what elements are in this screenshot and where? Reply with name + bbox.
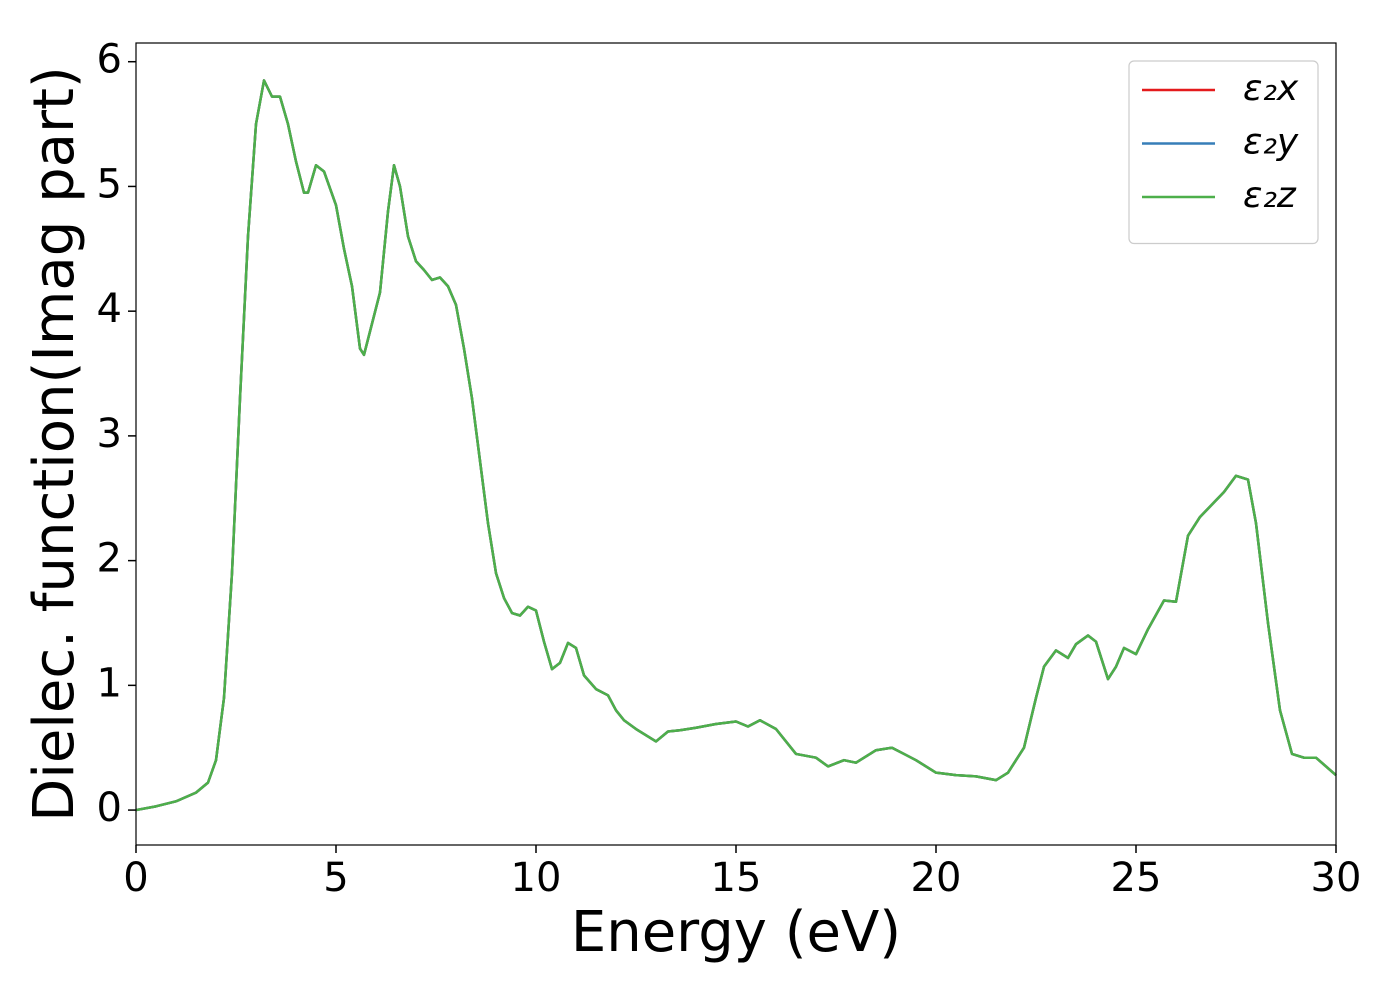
y-tick-label: 2 xyxy=(97,536,122,582)
y-tick-label: 6 xyxy=(97,37,122,83)
legend-label: ε₂y xyxy=(1243,122,1299,163)
legend-label: ε₂x xyxy=(1243,68,1299,109)
x-tick-label: 30 xyxy=(1311,855,1362,901)
plot-frame xyxy=(135,42,1337,846)
legend-label: ε₂z xyxy=(1243,175,1297,216)
data-line xyxy=(135,79,1337,812)
x-tick-label: 5 xyxy=(323,855,348,901)
x-axis-label: Energy (eV) xyxy=(571,900,901,965)
x-tick-label: 10 xyxy=(511,855,562,901)
y-tick-label: 5 xyxy=(97,161,122,207)
y-tick-label: 0 xyxy=(97,785,122,831)
y-axis-label: Dielec. function(Imag part) xyxy=(22,66,87,822)
x-tick-label: 25 xyxy=(1111,855,1162,901)
y-tick-label: 3 xyxy=(97,411,122,457)
y-tick-label: 1 xyxy=(97,660,122,706)
y-tick-label: 4 xyxy=(97,286,122,332)
x-tick-label: 15 xyxy=(711,855,762,901)
x-tick-label: 0 xyxy=(123,855,148,901)
x-tick-label: 20 xyxy=(911,855,962,901)
